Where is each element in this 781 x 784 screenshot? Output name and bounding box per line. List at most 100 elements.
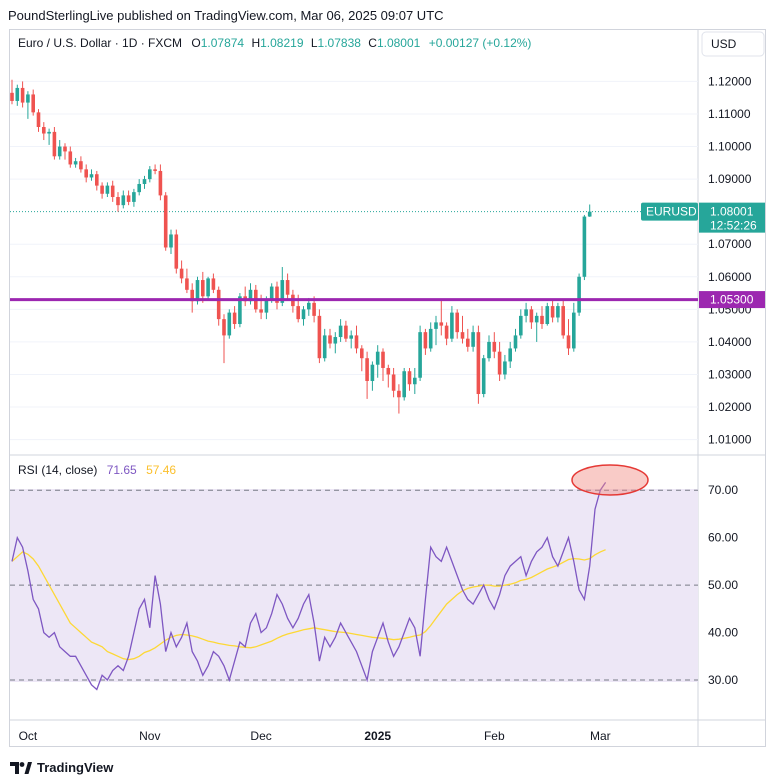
rsi-levels: [10, 489, 698, 681]
candle-up: [301, 309, 306, 320]
candle-up: [248, 289, 253, 302]
rsi-overbought-highlight: [571, 464, 649, 496]
candle-up: [471, 332, 475, 347]
candle-up: [556, 306, 560, 318]
candle-up: [333, 337, 338, 344]
candle-down: [185, 278, 189, 290]
time-tick-label: Feb: [484, 729, 505, 743]
candle-down: [561, 306, 565, 336]
candle-up: [195, 280, 200, 302]
price-tick-label: 1.10000: [708, 140, 752, 154]
tradingview-logo[interactable]: TradingView: [10, 760, 113, 775]
candle-down: [439, 322, 444, 326]
candle-down: [328, 335, 332, 344]
candle-down: [10, 92, 14, 101]
close-value: 1.08001: [377, 36, 421, 50]
candle-down: [100, 185, 104, 194]
candle-down: [20, 87, 25, 103]
candle-down: [116, 197, 120, 206]
candle-up: [519, 315, 523, 336]
candle-down: [158, 170, 163, 196]
rsi-value: 71.65: [107, 463, 137, 477]
candle-down: [68, 151, 73, 165]
time-tick-label: Nov: [139, 729, 160, 743]
candle-up: [137, 183, 141, 193]
candle-up: [169, 234, 173, 248]
rsi-legend: RSI (14, close) 71.65 57.46: [18, 463, 176, 477]
candle-up: [238, 296, 242, 325]
candle-up: [148, 169, 152, 180]
candle-down: [285, 280, 290, 295]
tradingview-logo-icon: [10, 761, 32, 774]
candle-up: [375, 351, 380, 365]
rsi-ma-value: 57.46: [146, 463, 176, 477]
candle-down: [222, 319, 226, 336]
candle-up: [121, 195, 126, 206]
candle-up: [545, 306, 550, 325]
candle-up: [487, 341, 491, 359]
candle-down: [110, 185, 115, 198]
candle-up: [370, 364, 375, 381]
candle-up: [264, 299, 269, 313]
candle-down: [497, 351, 502, 375]
candle-up: [322, 335, 327, 359]
open-label: O: [191, 36, 200, 50]
candle-down: [63, 146, 67, 152]
rsi-ma-line[interactable]: [11, 549, 606, 661]
chart-frame: [9, 29, 766, 747]
rsi-line[interactable]: [11, 482, 607, 691]
price-grid: [10, 80, 698, 441]
support-value: 1.05300: [710, 293, 754, 307]
candle-up: [572, 312, 576, 349]
candle-down: [455, 312, 459, 333]
candle-down: [354, 335, 359, 349]
rsi-tick-label: 40.00: [708, 626, 738, 640]
candle-down: [566, 335, 571, 349]
candle-down: [492, 341, 497, 352]
candle-down: [397, 390, 401, 398]
candle-up: [280, 280, 285, 303]
candle-up: [428, 328, 433, 349]
currency-button[interactable]: [701, 31, 765, 57]
candle-down: [163, 195, 168, 248]
low-value: 1.07838: [318, 36, 362, 50]
candle-up: [89, 174, 94, 178]
candle-up: [105, 185, 110, 194]
publisher-attribution: PoundSterlingLive published on TradingVi…: [8, 8, 444, 23]
candle-down: [540, 315, 544, 325]
support-badge: [699, 291, 765, 309]
candle-down: [360, 348, 364, 359]
last-price-badge: [699, 202, 765, 233]
candle-down: [190, 289, 194, 302]
candle-down: [36, 112, 41, 128]
candle-down: [317, 315, 322, 359]
candle-down: [476, 332, 481, 395]
candle-up: [349, 335, 353, 339]
candle-down: [296, 306, 300, 320]
high-value: 1.08219: [260, 36, 304, 50]
symbol-badge: [641, 202, 698, 221]
price-tick-label: 1.01000: [708, 433, 752, 447]
candle-down: [391, 374, 396, 391]
candles[interactable]: [10, 79, 592, 414]
candle-down: [179, 268, 184, 279]
candle-down: [201, 280, 205, 297]
candle-down: [460, 332, 465, 339]
candle-up: [577, 276, 581, 313]
price-tick-label: 1.03000: [708, 367, 752, 381]
candle-down: [31, 94, 35, 113]
low-label: L: [311, 36, 318, 50]
candle-down: [79, 161, 83, 170]
candle-down: [275, 286, 279, 303]
candle-down: [423, 332, 428, 349]
candle-down: [381, 351, 385, 368]
candle-up: [269, 286, 274, 300]
candle-up: [434, 322, 438, 329]
candle-up: [15, 87, 20, 101]
candle-down: [126, 195, 131, 202]
candle-up: [402, 371, 406, 398]
candle-up: [524, 309, 528, 316]
currency-label: USD: [711, 37, 737, 51]
rsi-tick-label: 70.00: [708, 483, 738, 497]
